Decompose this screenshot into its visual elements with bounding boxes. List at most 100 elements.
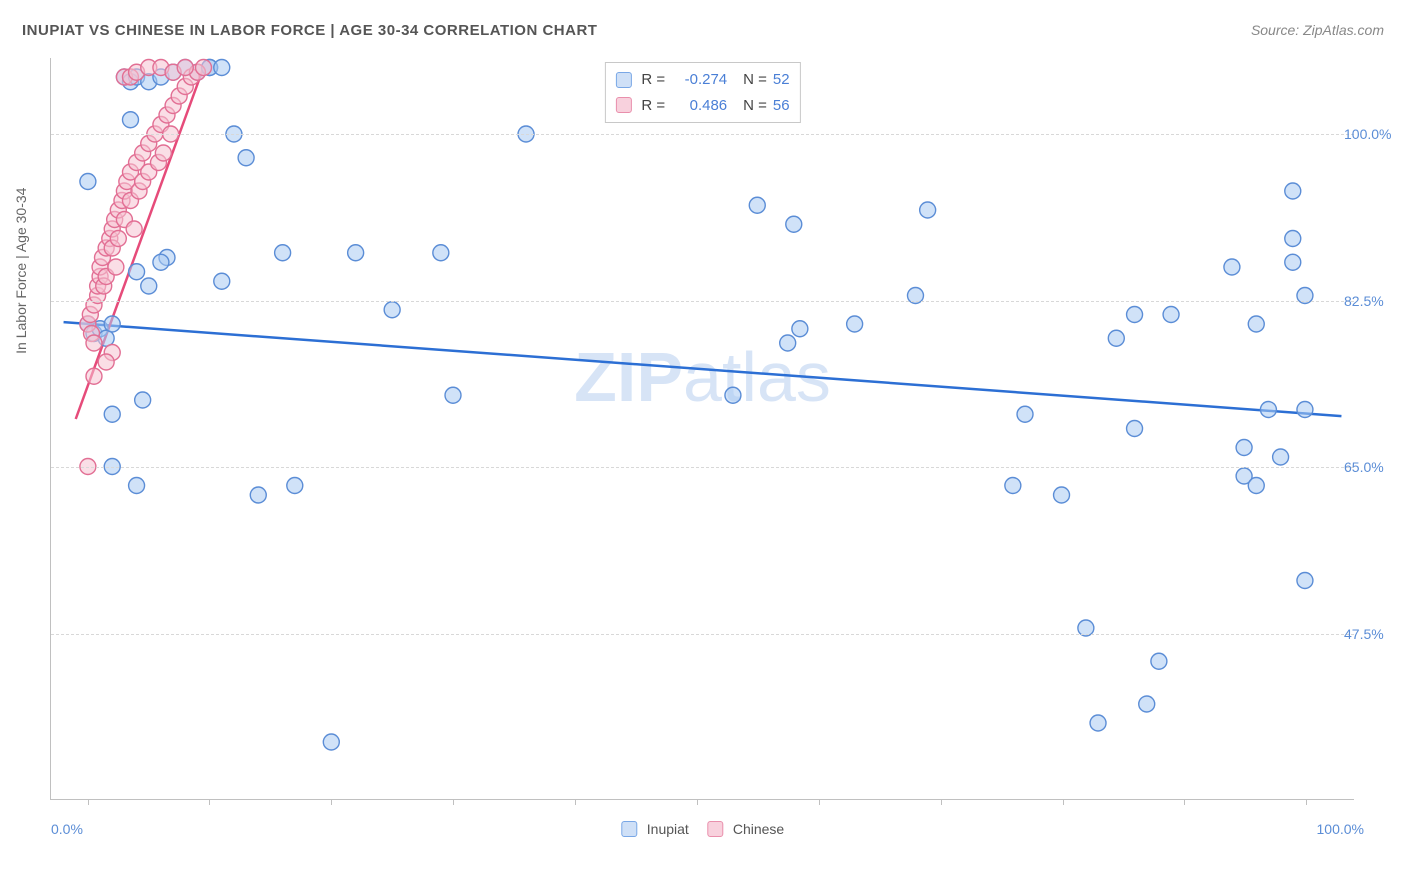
trend-line [64, 322, 1342, 416]
stat-legend-row: R =0.486 N =56 [615, 93, 789, 119]
data-point [433, 245, 449, 261]
data-point [1297, 402, 1313, 418]
x-tick [88, 799, 89, 805]
data-point [86, 335, 102, 351]
data-point [323, 734, 339, 750]
gridline [51, 301, 1354, 302]
stat-r-label: R = [641, 93, 665, 119]
trend-line [76, 68, 204, 420]
stat-r-label: R = [641, 67, 665, 93]
gridline [51, 634, 1354, 635]
data-point [1127, 421, 1143, 437]
data-point [749, 197, 765, 213]
data-point [1139, 696, 1155, 712]
legend-swatch [621, 821, 637, 837]
data-point [847, 316, 863, 332]
data-point [1285, 183, 1301, 199]
data-point [1151, 653, 1167, 669]
data-point [1273, 449, 1289, 465]
data-point [126, 221, 142, 237]
x-tick [941, 799, 942, 805]
stat-r-value: 0.486 [671, 93, 727, 119]
data-point [153, 254, 169, 270]
data-point [1248, 478, 1264, 494]
data-point [86, 368, 102, 384]
data-point [104, 406, 120, 422]
data-point [287, 478, 303, 494]
x-tick [209, 799, 210, 805]
chart-container: INUPIAT VS CHINESE IN LABOR FORCE | AGE … [0, 0, 1406, 892]
legend-swatch [615, 72, 631, 88]
x-tick [575, 799, 576, 805]
stat-n-value: 56 [773, 93, 790, 119]
y-axis-title: In Labor Force | Age 30-34 [13, 187, 29, 353]
x-tick [1306, 799, 1307, 805]
y-tick-label: 65.0% [1344, 459, 1404, 475]
x-tick [331, 799, 332, 805]
bottom-legend: Inupiat Chinese [621, 821, 784, 837]
stat-r-value: -0.274 [671, 67, 727, 93]
scatter-plot-svg [51, 58, 1354, 799]
gridline [51, 134, 1354, 135]
y-tick-label: 82.5% [1344, 293, 1404, 309]
data-point [792, 321, 808, 337]
data-point [238, 150, 254, 166]
legend-swatch [615, 97, 631, 113]
data-point [780, 335, 796, 351]
x-tick [1063, 799, 1064, 805]
stat-n-label: N = [743, 93, 767, 119]
data-point [1236, 440, 1252, 456]
x-tick [1184, 799, 1185, 805]
x-tick [697, 799, 698, 805]
data-point [1285, 231, 1301, 247]
data-point [1248, 316, 1264, 332]
data-point [348, 245, 364, 261]
stat-legend-row: R =-0.274N =52 [615, 67, 789, 93]
data-point [250, 487, 266, 503]
legend-label: Inupiat [647, 821, 689, 837]
data-point [1090, 715, 1106, 731]
legend-item: Inupiat [621, 821, 689, 837]
y-tick-label: 47.5% [1344, 626, 1404, 642]
data-point [104, 316, 120, 332]
data-point [725, 387, 741, 403]
stat-n-label: N = [743, 67, 767, 93]
source-attribution: Source: ZipAtlas.com [1251, 22, 1384, 38]
data-point [1108, 330, 1124, 346]
data-point [1260, 402, 1276, 418]
data-point [1297, 573, 1313, 589]
data-point [177, 60, 193, 76]
data-point [80, 174, 96, 190]
data-point [275, 245, 291, 261]
data-point [445, 387, 461, 403]
x-tick [819, 799, 820, 805]
data-point [1005, 478, 1021, 494]
data-point [141, 278, 157, 294]
data-point [1163, 307, 1179, 323]
data-point [786, 216, 802, 232]
data-point [1127, 307, 1143, 323]
data-point [135, 392, 151, 408]
data-point [196, 60, 212, 76]
plot-area: In Labor Force | Age 30-34 ZIPatlas R =-… [50, 58, 1354, 800]
data-point [155, 145, 171, 161]
gridline [51, 467, 1354, 468]
legend-label: Chinese [733, 821, 784, 837]
data-point [920, 202, 936, 218]
data-point [214, 273, 230, 289]
data-point [129, 264, 145, 280]
data-point [1017, 406, 1033, 422]
x-axis-max-label: 100.0% [1317, 821, 1364, 837]
x-axis-min-label: 0.0% [51, 821, 83, 837]
data-point [122, 112, 138, 128]
data-point [384, 302, 400, 318]
data-point [108, 259, 124, 275]
x-tick [453, 799, 454, 805]
y-tick-label: 100.0% [1344, 126, 1404, 142]
chart-title: INUPIAT VS CHINESE IN LABOR FORCE | AGE … [22, 22, 597, 39]
data-point [98, 354, 114, 370]
data-point [129, 478, 145, 494]
data-point [214, 60, 230, 76]
data-point [1285, 254, 1301, 270]
stat-legend: R =-0.274N =52R =0.486N =56 [604, 62, 800, 123]
